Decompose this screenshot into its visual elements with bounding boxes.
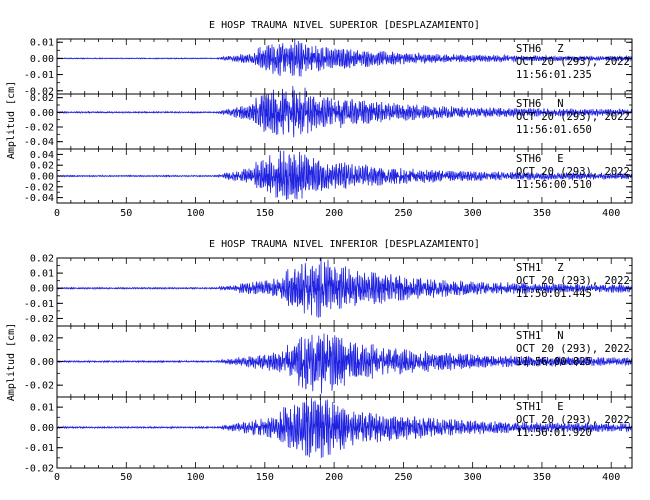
y-tick-label: -0.01 <box>24 443 54 454</box>
trace-station-label: STH1 N <box>516 330 564 342</box>
x-tick-label: 350 <box>533 208 551 219</box>
x-tick-label: 250 <box>394 208 412 219</box>
x-tick-label: 400 <box>602 208 620 219</box>
x-tick-label: 100 <box>187 208 205 219</box>
trace-date: OCT 20 (293), 2022 <box>516 343 630 355</box>
y-tick-label: -0.01 <box>24 70 54 81</box>
x-tick-label: 100 <box>187 472 205 483</box>
y-tick-label: 0.01 <box>30 403 54 414</box>
x-tick-label: 50 <box>120 472 132 483</box>
y-tick-label: 0.02 <box>30 161 54 172</box>
y-tick-label: -0.02 <box>24 464 54 475</box>
trace-time: 11:56:01.445 <box>516 288 592 300</box>
y-axis-label: Amplitud [cm] <box>6 81 17 159</box>
x-tick-label: 0 <box>54 208 60 219</box>
station-code: STH6 <box>516 98 541 110</box>
component-code: E <box>557 153 563 165</box>
station-code: STH1 <box>516 330 541 342</box>
component-code: N <box>557 98 563 110</box>
x-tick-label: 200 <box>325 208 343 219</box>
y-tick-label: 0.00 <box>30 284 54 295</box>
y-tick-label: -0.04 <box>24 193 54 204</box>
x-tick-label: 250 <box>394 472 412 483</box>
y-tick-label: 0.01 <box>30 269 54 280</box>
waveform-trace <box>56 396 633 459</box>
trace-date: OCT 20 (293), 2022 <box>516 56 630 68</box>
trace-time: 11:56:01.235 <box>516 69 592 81</box>
chart-title: E HOSP TRAUMA NIVEL INFERIOR [DESPLAZAMI… <box>209 239 480 250</box>
x-tick-label: 0 <box>54 472 60 483</box>
trace-date: OCT 20 (293), 2022 <box>516 414 630 426</box>
trace-time: 11:56:01.650 <box>516 124 592 136</box>
waveform-trace <box>56 333 633 394</box>
station-code: STH1 <box>516 262 541 274</box>
trace-time: 11:56:01.920 <box>516 427 592 439</box>
y-tick-label: 0.01 <box>30 38 54 49</box>
trace-station-label: STH6 N <box>516 98 564 110</box>
component-code: Z <box>557 43 563 55</box>
component-code: E <box>557 401 563 413</box>
chart-title: E HOSP TRAUMA NIVEL SUPERIOR [DESPLAZAMI… <box>209 20 480 31</box>
station-code: STH6 <box>516 153 541 165</box>
component-code: Z <box>557 262 563 274</box>
x-tick-label: 350 <box>533 472 551 483</box>
x-tick-label: 150 <box>256 208 274 219</box>
y-tick-label: 0.00 <box>30 54 54 65</box>
trace-station-label: STH1 Z <box>516 262 564 274</box>
y-tick-label: -0.02 <box>24 314 54 325</box>
x-tick-label: 50 <box>120 208 132 219</box>
y-tick-label: 0.00 <box>30 357 54 368</box>
trace-date: OCT 20 (293), 2022 <box>516 111 630 123</box>
seismogram-chart-2: E HOSP TRAUMA NIVEL INFERIOR [DESPLAZAMI… <box>6 239 633 483</box>
waveform-trace <box>57 39 633 77</box>
trace-station-label: STH1 E <box>516 401 564 413</box>
trace-date: OCT 20 (293), 2022 <box>516 166 630 178</box>
x-tick-label: 300 <box>464 208 482 219</box>
component-code: N <box>557 330 563 342</box>
y-tick-label: 0.02 <box>30 254 54 265</box>
waveform-trace <box>56 85 633 138</box>
panel-frame <box>56 396 633 469</box>
y-tick-label: 0.00 <box>30 423 54 434</box>
y-tick-label: -0.02 <box>24 381 54 392</box>
y-tick-label: 0.00 <box>30 108 54 119</box>
waveform-trace <box>56 257 633 318</box>
y-tick-label: -0.02 <box>24 123 54 134</box>
trace-station-label: STH6 Z <box>516 43 564 55</box>
station-code: STH6 <box>516 43 541 55</box>
x-tick-label: 150 <box>256 472 274 483</box>
y-tick-label: -0.02 <box>24 182 54 193</box>
y-axis-label: Amplitud [cm] <box>6 323 17 401</box>
waveform-trace <box>56 150 633 200</box>
x-tick-label: 200 <box>325 472 343 483</box>
y-tick-label: 0.02 <box>30 333 54 344</box>
y-tick-label: -0.02 <box>24 86 54 97</box>
y-tick-label: 0.02 <box>30 93 54 104</box>
y-tick-label: 0.04 <box>30 150 54 161</box>
y-tick-label: 0.00 <box>30 172 54 183</box>
trace-date: OCT 20 (293), 2022 <box>516 275 630 287</box>
x-tick-label: 400 <box>602 472 620 483</box>
y-tick-label: -0.01 <box>24 299 54 310</box>
trace-station-label: STH6 E <box>516 153 564 165</box>
y-tick-label: -0.04 <box>24 137 54 148</box>
seismogram-chart-1: E HOSP TRAUMA NIVEL SUPERIOR [DESPLAZAMI… <box>6 20 633 219</box>
trace-time: 11:56:00.825 <box>516 356 592 368</box>
trace-time: 11:56:00.510 <box>516 179 592 191</box>
x-tick-label: 300 <box>464 472 482 483</box>
station-code: STH1 <box>516 401 541 413</box>
